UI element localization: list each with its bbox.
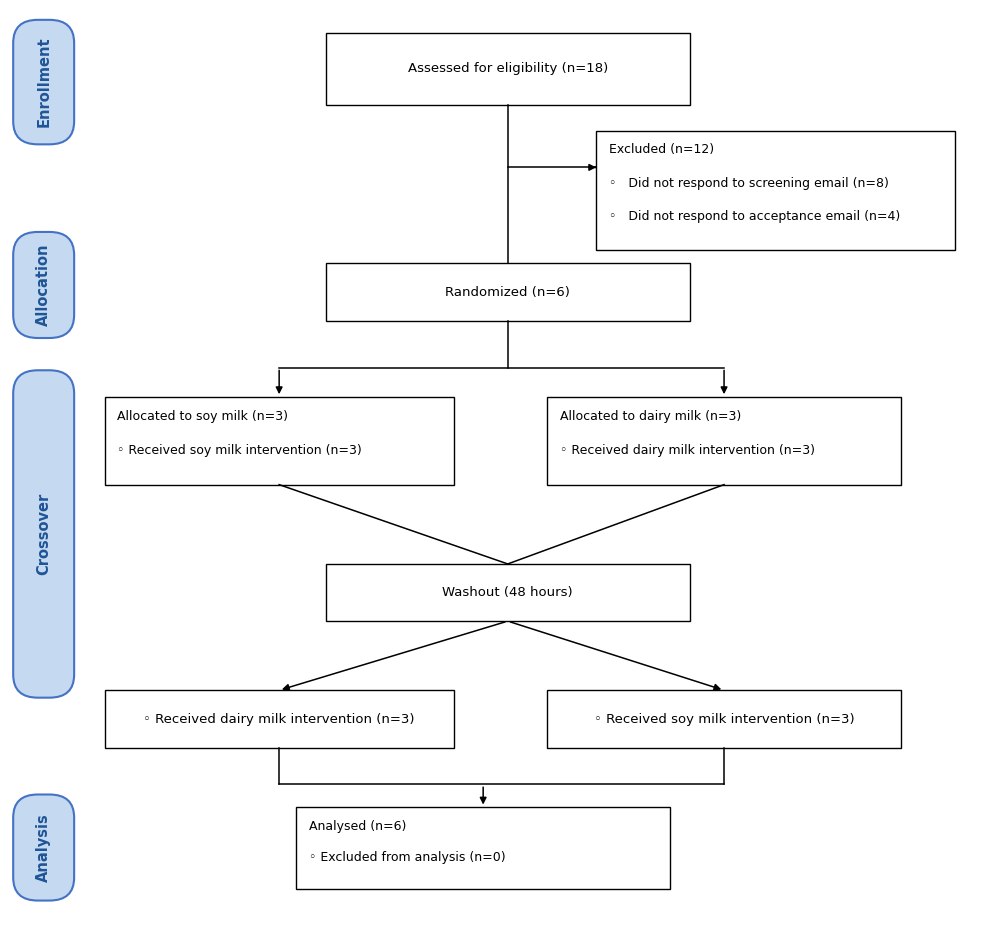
- Text: Washout (48 hours): Washout (48 hours): [443, 586, 573, 599]
- Text: ◦ Excluded from analysis (n=0): ◦ Excluded from analysis (n=0): [310, 851, 506, 864]
- FancyBboxPatch shape: [13, 370, 74, 697]
- Text: Excluded (n=12): Excluded (n=12): [609, 143, 714, 156]
- FancyBboxPatch shape: [13, 232, 74, 338]
- FancyBboxPatch shape: [13, 795, 74, 901]
- Text: ◦ Received dairy milk intervention (n=3): ◦ Received dairy milk intervention (n=3): [143, 713, 415, 726]
- Text: Randomized (n=6): Randomized (n=6): [446, 286, 570, 299]
- Bar: [105, 397, 454, 485]
- Text: Allocated to dairy milk (n=3): Allocated to dairy milk (n=3): [560, 410, 741, 423]
- Bar: [547, 690, 901, 748]
- Text: ◦   Did not respond to acceptance email (n=4): ◦ Did not respond to acceptance email (n…: [609, 210, 900, 223]
- Text: Analysis: Analysis: [36, 813, 51, 882]
- Bar: [597, 130, 955, 251]
- Bar: [297, 808, 669, 889]
- Bar: [547, 397, 901, 485]
- Bar: [325, 32, 689, 105]
- Text: ◦ Received soy milk intervention (n=3): ◦ Received soy milk intervention (n=3): [117, 444, 362, 457]
- Text: Enrollment: Enrollment: [36, 37, 51, 128]
- Text: ◦ Received soy milk intervention (n=3): ◦ Received soy milk intervention (n=3): [594, 713, 855, 726]
- Text: Allocated to soy milk (n=3): Allocated to soy milk (n=3): [117, 410, 289, 423]
- Text: ◦   Did not respond to screening email (n=8): ◦ Did not respond to screening email (n=…: [609, 177, 889, 190]
- Bar: [325, 564, 689, 621]
- Text: Allocation: Allocation: [36, 243, 51, 327]
- Text: ◦ Received dairy milk intervention (n=3): ◦ Received dairy milk intervention (n=3): [560, 444, 814, 457]
- Bar: [325, 264, 689, 321]
- Text: Crossover: Crossover: [36, 493, 51, 575]
- Text: Analysed (n=6): Analysed (n=6): [310, 820, 406, 833]
- Text: Assessed for eligibility (n=18): Assessed for eligibility (n=18): [407, 62, 608, 75]
- FancyBboxPatch shape: [13, 19, 74, 144]
- Bar: [105, 690, 454, 748]
